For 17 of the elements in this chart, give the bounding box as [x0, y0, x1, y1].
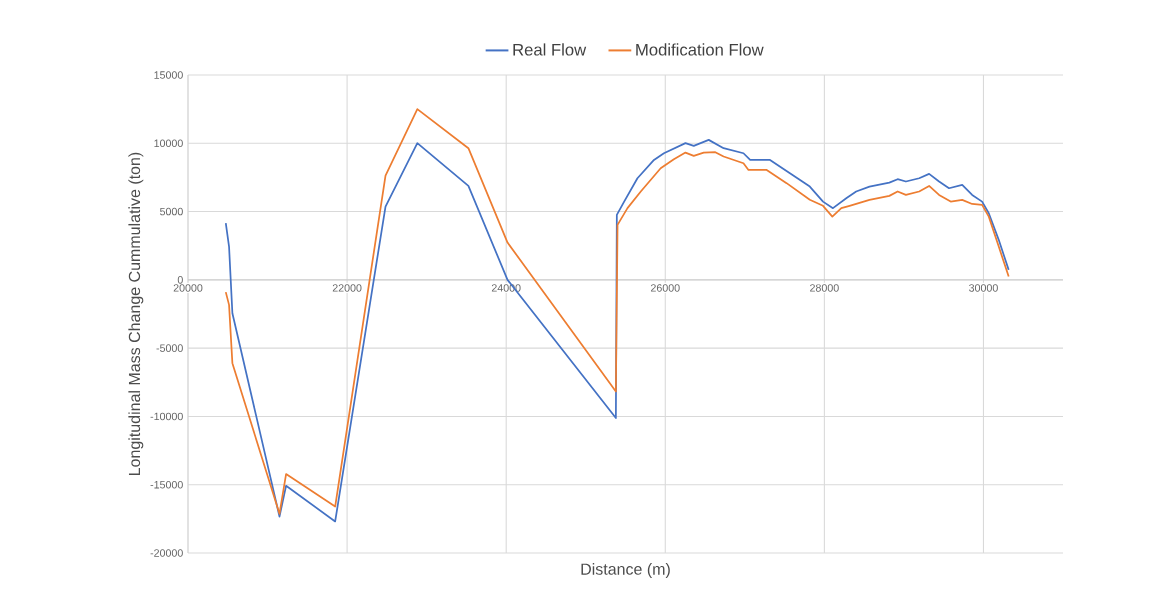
- x-tick-label: 26000: [650, 284, 680, 292]
- x-axis-title: Distance (m): [581, 563, 670, 578]
- y-tick-label: -5000: [156, 344, 183, 352]
- y-axis-title: Longitudinal Mass Change Cummulative (ton): [128, 152, 144, 475]
- x-tick-label: 28000: [810, 284, 839, 292]
- y-tick-label: -20000: [150, 549, 183, 557]
- y-tick-label: 15000: [154, 71, 183, 79]
- y-tick-label: 0: [177, 276, 183, 284]
- x-tick-label: 22000: [332, 284, 362, 292]
- y-tick-label: -15000: [150, 480, 183, 489]
- y-tick-label: 5000: [159, 207, 183, 216]
- x-tick-label: 30000: [969, 284, 998, 292]
- y-tick-label: -10000: [150, 412, 183, 421]
- legend-label: Real Flow: [513, 43, 587, 56]
- y-tick-label: 10000: [154, 139, 183, 148]
- legend-label: Modification Flow: [636, 43, 764, 56]
- x-tick-label: 20000: [173, 284, 203, 292]
